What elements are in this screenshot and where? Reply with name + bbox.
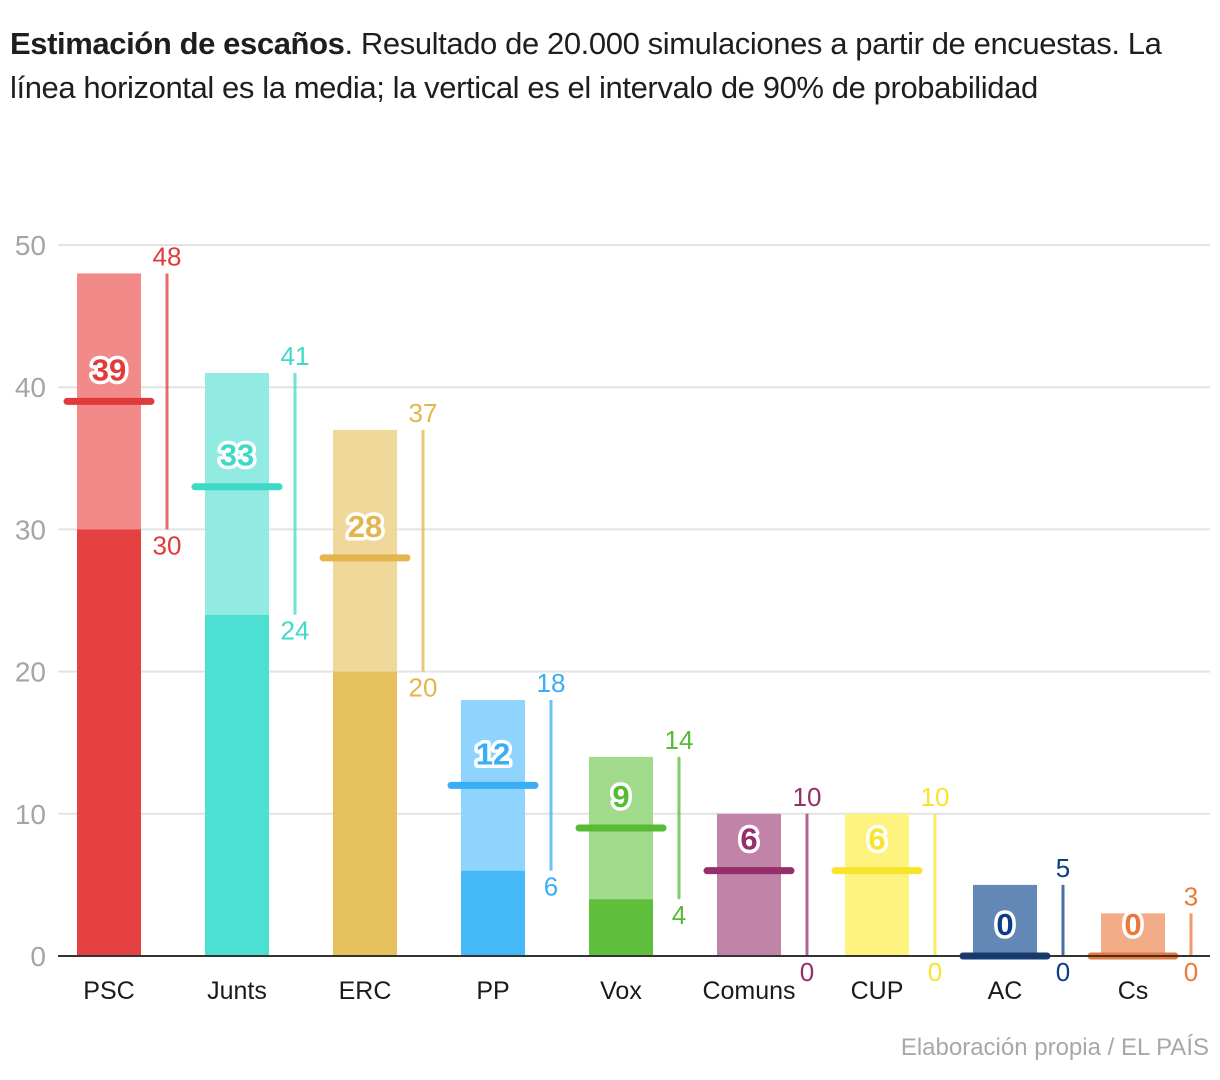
bar-upper-segment (973, 884, 1037, 956)
x-label-pp: PP (476, 977, 509, 1005)
bar-group-cs: 3 0 0 (1087, 881, 1198, 987)
bar-group-junts: 41 24 33 (191, 341, 310, 956)
y-axis-ticks: 0 10 20 30 40 50 (15, 230, 46, 972)
y-tick-label: 10 (15, 799, 46, 830)
x-label-cs: Cs (1118, 977, 1149, 1005)
mean-label: 0 (996, 907, 1013, 942)
bar-upper-segment (333, 429, 397, 672)
bar-upper-segment (205, 372, 269, 615)
chart-title-bold: Estimación de escaños (10, 26, 345, 61)
bar-group-cup: 10 0 6 (831, 782, 950, 987)
y-tick-label: 0 (30, 941, 46, 972)
interval-min-label: 24 (281, 616, 310, 646)
bar-lower-segment (77, 529, 141, 956)
bar-upper-segment (1101, 913, 1165, 956)
interval-min-label: 0 (928, 957, 942, 987)
interval-min-label: 30 (153, 530, 182, 560)
bar-lower-segment (205, 614, 269, 956)
x-label-psc: PSC (83, 977, 134, 1005)
source-credit: Elaboración propia / EL PAÍS (900, 1034, 1209, 1061)
mean-label: 6 (740, 822, 757, 857)
mean-label: 33 (220, 438, 254, 473)
y-tick-label: 50 (15, 230, 46, 261)
interval-max-label: 18 (537, 668, 566, 698)
interval-min-label: 20 (409, 673, 438, 703)
bar-group-erc: 37 20 28 (319, 398, 438, 956)
x-label-vox: Vox (600, 977, 642, 1005)
interval-min-label: 0 (800, 957, 814, 987)
x-label-cup: CUP (851, 977, 904, 1005)
interval-min-label: 4 (672, 900, 686, 930)
x-label-comuns: Comuns (702, 977, 795, 1005)
y-tick-label: 30 (15, 514, 46, 545)
bar-lower-segment (589, 899, 653, 956)
interval-max-label: 5 (1056, 853, 1070, 883)
interval-max-label: 3 (1184, 881, 1198, 911)
y-tick-label: 20 (15, 657, 46, 688)
interval-max-label: 48 (153, 241, 182, 271)
bar-upper-segment (845, 813, 909, 956)
bar-group-psc: 48 30 39 (63, 241, 182, 956)
bar-upper-segment (717, 813, 781, 956)
x-label-erc: ERC (339, 977, 392, 1005)
interval-max-label: 10 (921, 782, 950, 812)
mean-label: 28 (348, 509, 382, 544)
interval-max-label: 41 (281, 341, 310, 371)
interval-max-label: 10 (793, 782, 822, 812)
mean-label: 12 (476, 736, 510, 771)
x-axis-labels: PSC Junts ERC PP Vox Comuns CUP AC Cs (83, 977, 1148, 1005)
bar-group-comuns: 10 0 6 (703, 782, 822, 987)
bar-lower-segment (461, 870, 525, 956)
bar-group-pp: 18 6 12 (447, 668, 566, 956)
mean-label: 0 (1124, 907, 1141, 942)
chart-subtitle: . Resultado de 20.000 simulaciones a par… (10, 26, 1162, 105)
y-tick-label: 40 (15, 372, 46, 403)
interval-min-label: 0 (1184, 957, 1198, 987)
bar-lower-segment (333, 671, 397, 956)
chart-title: Estimación de escaños. Resultado de 20.0… (10, 22, 1200, 110)
interval-max-label: 37 (409, 398, 438, 428)
bar-group-ac: 5 0 0 (959, 853, 1070, 987)
interval-min-label: 0 (1056, 957, 1070, 987)
x-label-junts: Junts (207, 977, 267, 1005)
interval-max-label: 14 (665, 725, 694, 755)
mean-label: 9 (612, 779, 629, 814)
interval-min-label: 6 (544, 872, 558, 902)
x-label-ac: AC (988, 977, 1023, 1005)
bar-group-vox: 14 4 9 (575, 725, 694, 956)
mean-label: 39 (92, 352, 126, 387)
mean-label: 6 (868, 822, 885, 857)
